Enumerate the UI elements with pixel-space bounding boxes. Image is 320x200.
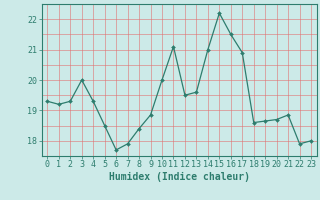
X-axis label: Humidex (Indice chaleur): Humidex (Indice chaleur) bbox=[109, 172, 250, 182]
